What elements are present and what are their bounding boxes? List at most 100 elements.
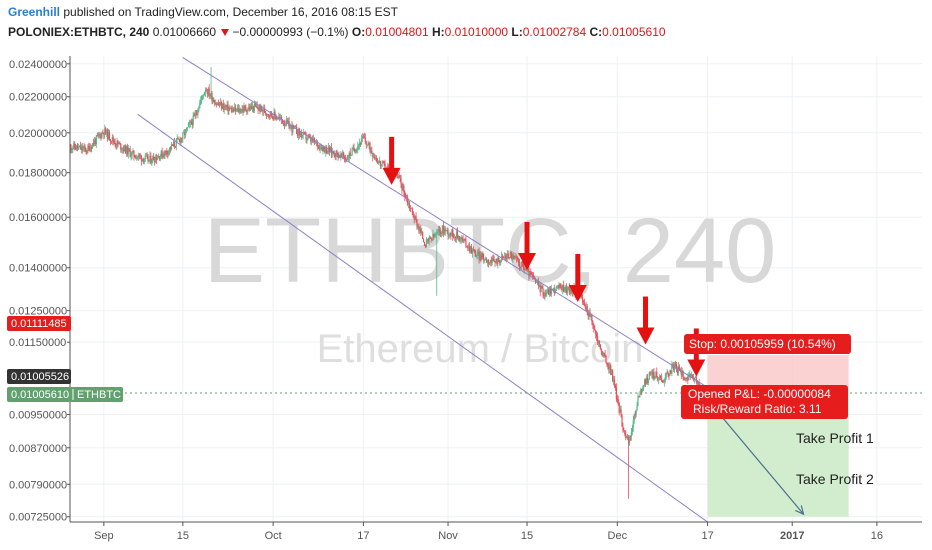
x-axis[interactable]: Sep 15 Oct 17 Nov 15 Dec 17 2017 16 bbox=[94, 522, 883, 542]
candle-body bbox=[287, 120, 289, 123]
candle-body bbox=[252, 105, 254, 112]
candle-body bbox=[203, 92, 206, 96]
candle-body bbox=[497, 257, 499, 265]
candle bbox=[100, 132, 102, 141]
candle bbox=[72, 145, 74, 154]
channel-line-lower bbox=[137, 113, 708, 523]
candle bbox=[353, 143, 355, 152]
candle bbox=[350, 154, 352, 156]
candle-body bbox=[464, 239, 466, 240]
candle bbox=[217, 102, 219, 106]
candle-body bbox=[199, 102, 201, 109]
candle-body bbox=[550, 289, 553, 294]
y-axis[interactable]: 0.02400000 0.02200000 0.02000000 0.01800000… bbox=[9, 59, 70, 524]
candle-body bbox=[160, 150, 162, 157]
candle-body bbox=[506, 253, 508, 258]
candle bbox=[208, 84, 210, 99]
axes bbox=[69, 56, 922, 523]
candle-body bbox=[342, 152, 344, 156]
candle-body bbox=[82, 148, 84, 151]
candle bbox=[485, 256, 487, 261]
candle-body bbox=[604, 353, 606, 356]
candle-body bbox=[655, 371, 657, 377]
candle bbox=[376, 157, 379, 164]
candle-body bbox=[150, 155, 152, 164]
candle bbox=[115, 143, 117, 150]
candle bbox=[483, 253, 485, 264]
candle-body bbox=[668, 375, 670, 377]
take-profit-2-label[interactable]: Take Profit 2 bbox=[796, 471, 874, 487]
candle-body bbox=[217, 103, 219, 105]
candle bbox=[451, 229, 453, 237]
candle-body bbox=[103, 132, 105, 135]
candle-body bbox=[664, 377, 666, 382]
candle-body bbox=[466, 246, 468, 248]
candle-body bbox=[645, 377, 648, 384]
candle bbox=[691, 371, 693, 378]
candle bbox=[685, 377, 687, 383]
candle bbox=[546, 289, 548, 297]
candle-body bbox=[274, 111, 276, 116]
candle bbox=[223, 102, 225, 114]
candle-body bbox=[569, 287, 571, 294]
candle-body bbox=[241, 108, 243, 112]
candle-body bbox=[355, 150, 357, 153]
candle-body bbox=[326, 146, 328, 154]
candle bbox=[122, 147, 124, 154]
candle-body bbox=[158, 155, 160, 160]
candle-body bbox=[218, 104, 221, 106]
candle-body bbox=[584, 305, 586, 309]
candle bbox=[274, 109, 276, 120]
candle-body bbox=[151, 161, 153, 164]
y-tick-label: 0.02000000 bbox=[9, 128, 67, 140]
candle bbox=[275, 114, 277, 121]
candle bbox=[105, 126, 107, 135]
candle-body bbox=[186, 127, 188, 130]
position-labels[interactable]: Stop: 0.00105959 (10.54%) Opened P&L: -0… bbox=[681, 334, 874, 487]
candle-body bbox=[164, 150, 166, 157]
candle bbox=[110, 140, 112, 145]
candle bbox=[187, 121, 190, 128]
candle bbox=[234, 104, 237, 115]
candle-body bbox=[563, 284, 565, 293]
candle-body bbox=[538, 285, 540, 287]
candle-body bbox=[522, 262, 524, 267]
candle-body bbox=[642, 387, 644, 391]
pnl-label[interactable] bbox=[681, 385, 848, 419]
candle-body bbox=[540, 285, 542, 292]
candle bbox=[233, 107, 235, 113]
candle-body bbox=[634, 414, 636, 416]
candle bbox=[202, 93, 205, 100]
candle-body bbox=[95, 135, 97, 144]
candle bbox=[482, 251, 484, 260]
candle bbox=[463, 238, 465, 244]
take-profit-1-label[interactable]: Take Profit 1 bbox=[796, 430, 874, 446]
stop-label[interactable] bbox=[684, 334, 851, 354]
candle bbox=[643, 378, 646, 387]
candle bbox=[645, 374, 648, 385]
candle bbox=[680, 366, 682, 380]
candle-body bbox=[130, 155, 132, 157]
candle-body bbox=[70, 145, 72, 150]
symbol-label[interactable]: POLONIEX:ETHBTC, 240 bbox=[8, 25, 150, 39]
candle-body bbox=[131, 152, 133, 156]
candle bbox=[469, 242, 471, 254]
candle-body bbox=[656, 371, 658, 378]
candle-body bbox=[76, 145, 79, 149]
candle bbox=[142, 157, 144, 165]
candle-body bbox=[268, 115, 270, 117]
candle bbox=[646, 373, 649, 385]
projection-arrowhead bbox=[795, 505, 805, 516]
rr-label-text: Risk/Reward Ratio: 3.11 bbox=[693, 402, 822, 416]
candle-body bbox=[402, 185, 404, 191]
candle-body bbox=[113, 141, 115, 143]
author-link[interactable]: Greenhill bbox=[8, 5, 61, 19]
candle-body bbox=[641, 388, 643, 391]
candles[interactable] bbox=[69, 66, 703, 499]
channel-lines[interactable] bbox=[137, 57, 708, 523]
candle bbox=[232, 105, 234, 113]
y-tick-label: 0.00950000 bbox=[9, 409, 67, 421]
candle-body bbox=[683, 378, 685, 380]
x-tick-label: Oct bbox=[265, 530, 282, 542]
